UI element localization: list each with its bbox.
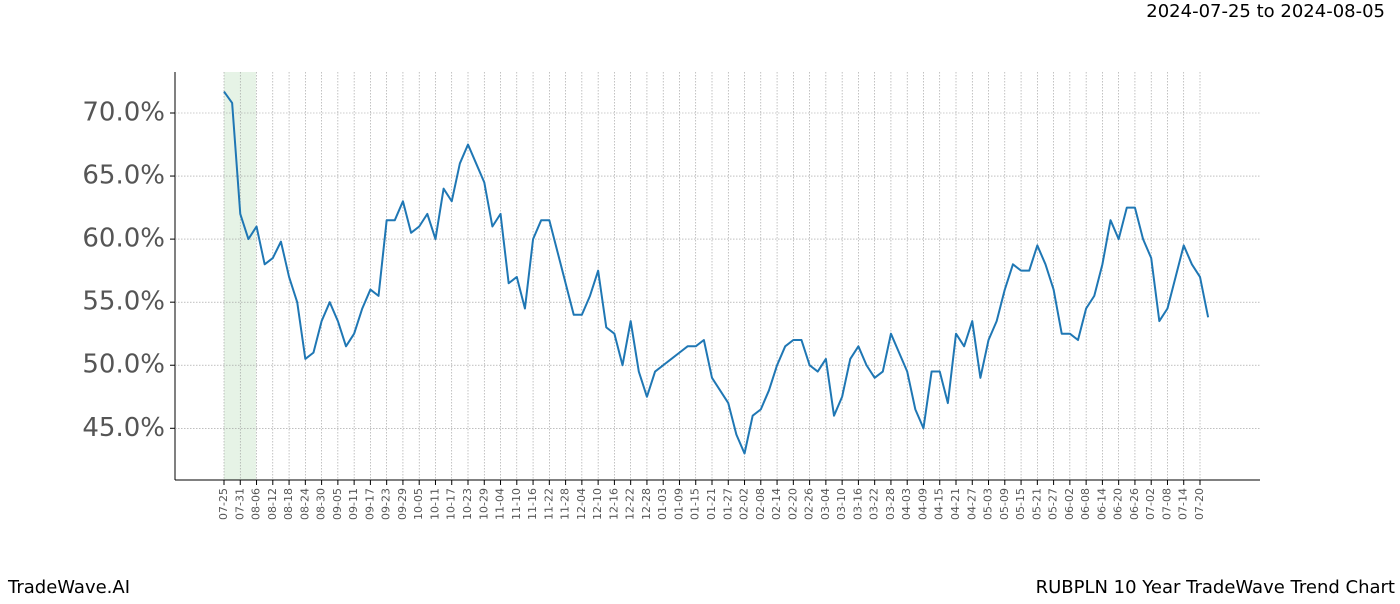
x-tick-label: 08-24 [298, 488, 311, 520]
x-tick-label: 07-08 [1160, 488, 1173, 520]
x-tick-label: 01-15 [689, 488, 702, 520]
x-tick-label: 06-14 [1095, 488, 1108, 520]
x-tick-label: 07-31 [233, 488, 246, 520]
x-tick-label: 09-29 [396, 488, 409, 520]
x-tick-label: 10-17 [445, 488, 458, 520]
x-tick-label: 07-25 [217, 488, 230, 520]
x-tick-label: 04-09 [916, 488, 929, 520]
x-tick-label: 11-16 [526, 488, 539, 520]
y-tick-label: 60.0% [82, 224, 165, 254]
x-tick-label: 05-03 [982, 488, 995, 520]
x-tick-label: 03-10 [835, 488, 848, 520]
brand: TradeWave.AI [7, 577, 130, 598]
x-tick-label: 06-08 [1079, 488, 1092, 520]
x-tick-label: 02-14 [770, 488, 783, 520]
date-range: 2024-07-25 to 2024-08-05 [1146, 1, 1385, 22]
x-tick-label: 01-21 [705, 488, 718, 520]
x-tick-label: 06-26 [1128, 488, 1141, 520]
x-tick-label: 08-06 [250, 488, 263, 520]
x-tick-label: 01-27 [721, 488, 734, 520]
x-tick-label: 12-16 [607, 488, 620, 520]
x-tick-label: 12-22 [624, 488, 637, 520]
trend-line [223, 90, 1210, 455]
chart-title: RUBPLN 10 Year TradeWave Trend Chart [1036, 577, 1395, 598]
x-tick-label: 04-03 [900, 488, 913, 520]
x-tick-label: 11-10 [510, 488, 523, 520]
x-tick-label: 10-29 [477, 488, 490, 520]
x-tick-label: 07-14 [1177, 488, 1190, 520]
x-tick-label: 01-09 [672, 488, 685, 520]
x-tick-label: 08-30 [315, 488, 328, 520]
x-tick-label: 09-17 [363, 488, 376, 520]
x-tick-label: 10-05 [412, 488, 425, 520]
x-tick-label: 10-23 [461, 488, 474, 520]
x-tick-label: 05-27 [1047, 488, 1060, 520]
y-tick-label: 50.0% [82, 350, 165, 380]
x-tick-label: 12-10 [591, 488, 604, 520]
x-tick-label: 03-28 [884, 488, 897, 520]
x-tick-label: 12-04 [575, 488, 588, 520]
x-tick-label: 05-15 [1014, 488, 1027, 520]
x-tick-label: 02-08 [754, 488, 767, 520]
x-tick-label: 11-22 [542, 488, 555, 520]
x-tick-label: 07-02 [1144, 488, 1157, 520]
x-tick-label: 12-28 [640, 488, 653, 520]
x-tick-label: 05-09 [998, 488, 1011, 520]
x-tick-label: 02-02 [738, 488, 751, 520]
x-tick-label: 01-03 [656, 488, 669, 520]
y-tick-label: 65.0% [82, 161, 165, 191]
x-tick-label: 02-26 [803, 488, 816, 520]
x-tick-label: 03-16 [851, 488, 864, 520]
y-tick-label: 55.0% [82, 287, 165, 317]
x-tick-label: 03-04 [819, 488, 832, 520]
x-tick-label: 08-12 [266, 488, 279, 520]
x-tick-label: 11-04 [494, 488, 507, 520]
y-tick-label: 45.0% [82, 413, 165, 443]
x-tick-label: 10-11 [428, 488, 441, 520]
x-tick-label: 08-18 [282, 488, 295, 520]
x-tick-label: 09-05 [331, 488, 344, 520]
x-tick-label: 03-22 [868, 488, 881, 520]
y-tick-label: 70.0% [82, 97, 165, 127]
x-tick-label: 04-21 [949, 488, 962, 520]
x-tick-label: 04-15 [933, 488, 946, 520]
x-tick-label: 11-28 [559, 488, 572, 520]
x-tick-label: 06-20 [1112, 488, 1125, 520]
x-tick-label: 04-27 [965, 488, 978, 520]
x-tick-label: 09-23 [380, 488, 393, 520]
x-tick-label: 09-11 [347, 488, 360, 520]
x-tick-label: 07-20 [1193, 488, 1206, 520]
x-tick-label: 05-21 [1030, 488, 1043, 520]
x-tick-label: 06-02 [1063, 488, 1076, 520]
x-tick-label: 02-20 [786, 488, 799, 520]
